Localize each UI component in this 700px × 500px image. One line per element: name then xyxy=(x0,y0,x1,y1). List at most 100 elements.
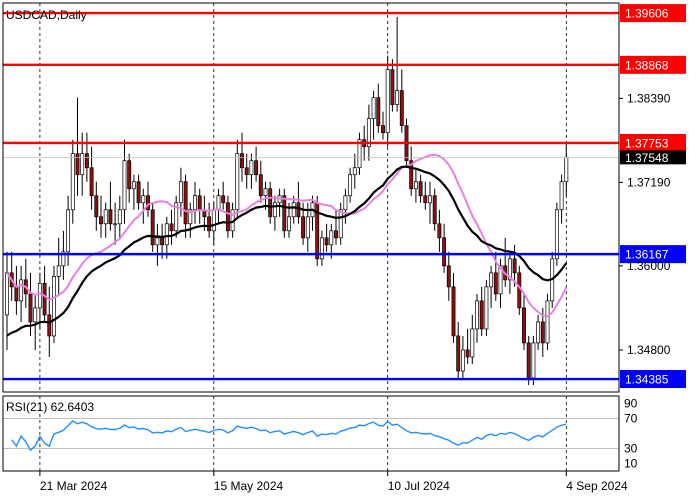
rsi-tick-label: 70 xyxy=(624,412,638,426)
candle-bear xyxy=(268,188,273,218)
candle-bull xyxy=(338,209,343,239)
candle-bull xyxy=(291,202,296,218)
level-tag xyxy=(620,133,686,152)
candle-bull xyxy=(319,237,324,260)
main-panel-border xyxy=(2,2,620,393)
candle-bear xyxy=(493,272,498,295)
candle-bear xyxy=(522,307,526,344)
candle-bear xyxy=(442,237,447,267)
candle-bear xyxy=(150,209,155,246)
candle-bear xyxy=(14,286,19,302)
candle-bear xyxy=(399,90,404,127)
rsi-label: RSI(21) 62.6403 xyxy=(6,400,94,414)
candle-bull xyxy=(352,167,357,176)
candle-bear xyxy=(84,153,89,169)
level-tag-value: 1.36167 xyxy=(625,248,669,262)
candle-bull xyxy=(357,139,362,169)
levels-layer: 1.39606 1.38868 1.37753 1.36167 1.34385 1.375… xyxy=(3,4,686,389)
candle-bear xyxy=(207,216,212,232)
candle-bear xyxy=(334,230,338,239)
candle-bull xyxy=(131,181,136,190)
candle-bull xyxy=(475,300,479,330)
candle-bull xyxy=(489,272,494,288)
candle-bull xyxy=(545,300,550,344)
level-tag-value: 1.34385 xyxy=(625,373,669,387)
candle-bear xyxy=(258,174,263,197)
candle-bull xyxy=(554,209,559,260)
level-tag xyxy=(620,245,686,264)
candle-bear xyxy=(540,321,545,344)
candle-bull xyxy=(343,195,348,211)
candle-bear xyxy=(423,195,428,204)
candle-bull xyxy=(33,307,38,323)
level-tag xyxy=(620,55,686,74)
candle-bear xyxy=(225,202,230,232)
candle-bear xyxy=(409,160,414,190)
candle-bull xyxy=(484,286,489,330)
candle-bear xyxy=(108,209,113,225)
level-tag xyxy=(620,370,686,389)
candle-bear xyxy=(146,195,150,211)
candle-bull xyxy=(348,174,353,197)
candle-bull xyxy=(66,209,71,253)
candle-bear xyxy=(465,349,470,358)
candle-bull xyxy=(80,153,85,176)
candle-bull xyxy=(272,202,277,218)
candle-bull xyxy=(235,153,240,211)
candle-bull xyxy=(141,195,146,204)
candle-bull xyxy=(113,223,118,226)
candle-bear xyxy=(197,195,202,211)
candle-bull xyxy=(287,216,291,232)
candle-bear xyxy=(432,195,437,225)
candle-bear xyxy=(526,342,531,379)
candle-bear xyxy=(136,181,141,204)
candle-bear xyxy=(296,202,301,218)
date-axis: 21 Mar 2024 15 May 2024 10 Jul 2024 4 Sep 2… xyxy=(39,471,628,493)
candle-bull xyxy=(70,153,75,211)
candle-bull xyxy=(371,97,376,119)
level-tag xyxy=(620,4,686,23)
date-tick-label: 15 May 2024 xyxy=(214,479,284,493)
candle-bull xyxy=(52,276,56,337)
candle-bull xyxy=(19,279,24,302)
rsi-tick-label: 90 xyxy=(624,397,638,411)
candle-bull xyxy=(249,160,254,176)
candle-bull xyxy=(498,265,503,295)
rsi-tick-label: 10 xyxy=(624,457,638,471)
rsi-panel-border xyxy=(2,395,620,472)
candle-bull xyxy=(216,195,221,211)
candle-bull xyxy=(188,209,193,225)
price-tick-label: 1.36000 xyxy=(627,259,671,273)
chart-title: USDCAD,Daily xyxy=(6,8,87,22)
rsi-line xyxy=(11,420,567,452)
candle-bull xyxy=(329,230,334,246)
rsi-tick-label: 30 xyxy=(624,442,638,456)
candle-bull xyxy=(56,265,61,277)
candle-bear xyxy=(99,216,103,225)
date-tick-label: 4 Sep 2024 xyxy=(566,479,628,493)
candle-bull xyxy=(117,209,122,225)
candle-bull xyxy=(395,90,400,105)
candle-bear xyxy=(376,97,381,127)
candle-bull xyxy=(536,321,541,344)
candle-bull xyxy=(470,328,475,358)
candle-bear xyxy=(47,314,52,337)
candle-bull xyxy=(178,181,183,204)
candle-bear xyxy=(240,153,244,169)
price-tick-label: 1.34800 xyxy=(627,343,671,357)
level-tag-value: 1.38868 xyxy=(625,58,669,72)
candle-bear xyxy=(301,216,306,239)
candle-bull xyxy=(460,349,465,372)
candle-bull xyxy=(559,181,564,211)
candle-bull xyxy=(164,223,169,246)
candle-bear xyxy=(282,195,287,232)
candle-bear xyxy=(28,293,33,323)
candle-bear xyxy=(324,237,329,246)
candle-bull xyxy=(305,216,310,239)
current-price-value: 1.37548 xyxy=(625,151,669,165)
candle-bear xyxy=(75,153,80,176)
date-tick-label: 21 Mar 2024 xyxy=(40,479,108,493)
ma-slow-line xyxy=(6,165,568,337)
candle-bull xyxy=(103,209,108,225)
